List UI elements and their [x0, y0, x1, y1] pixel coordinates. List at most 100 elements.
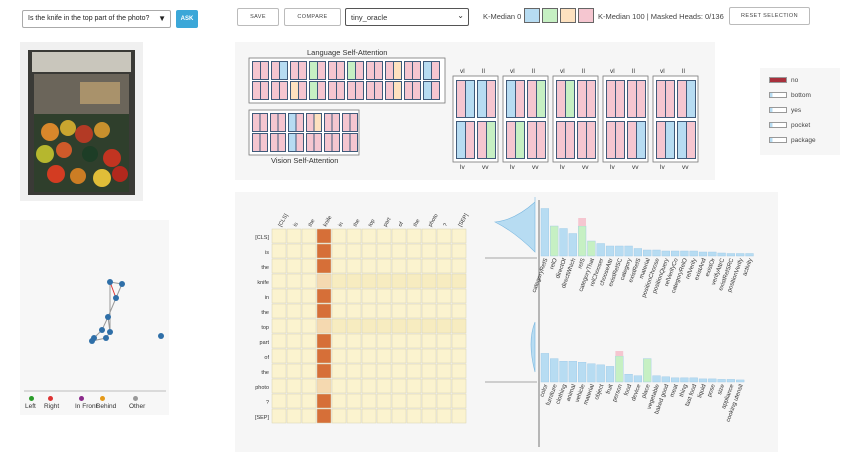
bar[interactable]	[540, 208, 550, 257]
language-head[interactable]	[385, 81, 402, 100]
bar[interactable]	[568, 360, 577, 383]
matrix-cell[interactable]	[331, 243, 347, 259]
matrix-cell[interactable]	[346, 243, 362, 259]
bar[interactable]	[652, 249, 661, 257]
matrix-cell[interactable]	[391, 333, 407, 349]
bar[interactable]	[615, 245, 624, 257]
matrix-cell[interactable]	[271, 288, 287, 304]
matrix-cell[interactable]	[316, 288, 332, 304]
matrix-cell[interactable]	[436, 348, 452, 364]
matrix-cell[interactable]	[421, 348, 437, 364]
matrix-cell[interactable]	[271, 318, 287, 334]
cross-head[interactable]	[556, 80, 575, 118]
bar[interactable]	[736, 253, 745, 257]
language-head[interactable]	[309, 81, 326, 100]
matrix-cell[interactable]	[346, 348, 362, 364]
kmedian-swatch-1[interactable]	[524, 8, 540, 23]
matrix-cell[interactable]	[436, 408, 452, 424]
matrix-cell[interactable]	[421, 228, 437, 244]
legend-item-pocket[interactable]: pocket	[769, 122, 810, 129]
matrix-cell[interactable]	[451, 363, 467, 379]
matrix-cell[interactable]	[406, 378, 422, 394]
matrix-cell[interactable]	[436, 288, 452, 304]
bar[interactable]	[661, 376, 670, 383]
matrix-cell[interactable]	[421, 333, 437, 349]
vision-head[interactable]	[288, 133, 304, 152]
cross-head[interactable]	[527, 121, 546, 159]
bar[interactable]	[643, 249, 652, 257]
matrix-cell[interactable]	[436, 393, 452, 409]
matrix-cell[interactable]	[346, 273, 362, 289]
matrix-cell[interactable]	[346, 333, 362, 349]
matrix-cell[interactable]	[436, 363, 452, 379]
bar[interactable]	[559, 228, 568, 257]
legend-item-bottom[interactable]: bottom	[769, 92, 811, 99]
matrix-cell[interactable]	[451, 303, 467, 319]
matrix-cell[interactable]	[391, 378, 407, 394]
model-select[interactable]: tiny_oracle ⌄	[345, 8, 469, 26]
matrix-cell[interactable]	[406, 258, 422, 274]
cross-head[interactable]	[477, 121, 496, 159]
matrix-cell[interactable]	[286, 243, 302, 259]
cross-head[interactable]	[606, 80, 625, 118]
matrix-cell[interactable]	[436, 228, 452, 244]
matrix-cell[interactable]	[391, 273, 407, 289]
matrix-cell[interactable]	[271, 348, 287, 364]
matrix-cell[interactable]	[331, 288, 347, 304]
matrix-cell[interactable]	[391, 363, 407, 379]
matrix-cell[interactable]	[361, 288, 377, 304]
bar[interactable]	[568, 233, 577, 257]
matrix-cell[interactable]	[451, 348, 467, 364]
matrix-cell[interactable]	[376, 393, 392, 409]
matrix-cell[interactable]	[376, 228, 392, 244]
matrix-cell[interactable]	[331, 363, 347, 379]
bar[interactable]	[587, 363, 596, 383]
matrix-cell[interactable]	[331, 408, 347, 424]
cross-head[interactable]	[456, 121, 475, 159]
bar[interactable]	[736, 379, 745, 383]
kmedian-swatch-2[interactable]	[542, 8, 558, 23]
matrix-cell[interactable]	[451, 378, 467, 394]
matrix-cell[interactable]	[346, 288, 362, 304]
matrix-cell[interactable]	[376, 318, 392, 334]
matrix-cell[interactable]	[316, 378, 332, 394]
matrix-cell[interactable]	[421, 288, 437, 304]
matrix-cell[interactable]	[436, 273, 452, 289]
bar[interactable]	[550, 225, 559, 257]
language-head[interactable]	[328, 61, 345, 80]
matrix-cell[interactable]	[286, 288, 302, 304]
matrix-cell[interactable]	[361, 333, 377, 349]
matrix-cell[interactable]	[451, 273, 467, 289]
bar[interactable]	[680, 250, 689, 257]
matrix-cell[interactable]	[286, 348, 302, 364]
matrix-cell[interactable]	[451, 228, 467, 244]
matrix-cell[interactable]	[271, 258, 287, 274]
matrix-cell[interactable]	[316, 258, 332, 274]
matrix-cell[interactable]	[451, 393, 467, 409]
bar[interactable]	[745, 253, 754, 257]
matrix-cell[interactable]	[271, 333, 287, 349]
matrix-cell[interactable]	[271, 243, 287, 259]
cross-head[interactable]	[477, 80, 496, 118]
matrix-cell[interactable]	[361, 363, 377, 379]
bar[interactable]	[596, 364, 605, 383]
legend-item-package[interactable]: package	[769, 137, 816, 144]
language-head[interactable]	[404, 61, 421, 80]
matrix-cell[interactable]	[301, 408, 317, 424]
cross-head[interactable]	[506, 121, 525, 159]
matrix-cell[interactable]	[421, 303, 437, 319]
legend-item-no[interactable]: no	[769, 77, 798, 84]
matrix-cell[interactable]	[406, 288, 422, 304]
matrix-cell[interactable]	[346, 408, 362, 424]
bar[interactable]	[624, 373, 633, 383]
matrix-cell[interactable]	[376, 303, 392, 319]
language-head[interactable]	[423, 61, 440, 80]
attention-matrix[interactable]: [CLS][CLS]isisthetheknifeknifeininthethe…	[235, 192, 485, 452]
matrix-cell[interactable]	[331, 303, 347, 319]
cross-head[interactable]	[577, 121, 596, 159]
matrix-cell[interactable]	[331, 318, 347, 334]
matrix-cell[interactable]	[361, 318, 377, 334]
cross-head[interactable]	[627, 80, 646, 118]
question-select[interactable]: Is the knife in the top part of the phot…	[22, 10, 171, 28]
matrix-cell[interactable]	[271, 408, 287, 424]
